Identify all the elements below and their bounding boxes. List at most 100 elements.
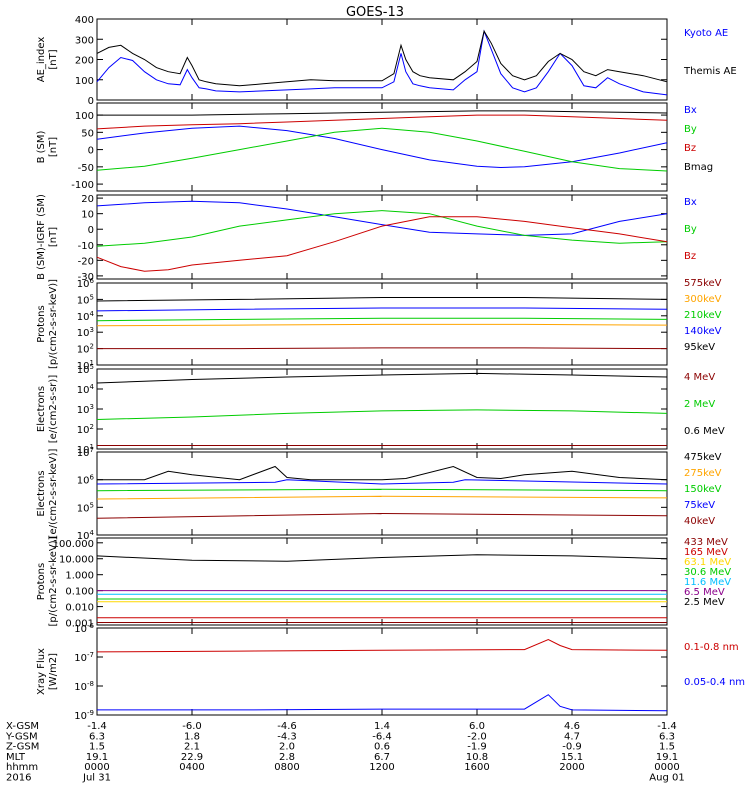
series-line-0-05-0-4-nm: [97, 694, 668, 712]
panel-7: 0.001 0.010 0.100 1.000 10.000 100.000 Protons…: [36, 536, 731, 629]
legend-entry: 475keV: [684, 452, 722, 463]
legend-entry: Kyoto AE: [684, 28, 728, 39]
y-tick-label: 0: [88, 146, 94, 157]
x-axis-value: 6.7: [374, 752, 390, 763]
legend-entry: 75keV: [684, 500, 715, 511]
y-tick-label: 106: [77, 474, 95, 487]
y-tick-label: 0.001: [65, 619, 94, 630]
y-tick-label: -50: [78, 163, 94, 174]
x-axis-value: 1.5: [89, 742, 105, 753]
legend-entry: 6.5 MeV: [684, 587, 725, 598]
legend-entry: 300keV: [684, 294, 722, 305]
series-line-by: [96, 210, 668, 247]
x-axis-value: 4.6: [564, 721, 580, 732]
series-line-kyoto-ae: [96, 29, 668, 96]
legend-entry: 150keV: [684, 484, 722, 495]
y-tick-label: 100.000: [53, 539, 94, 550]
x-axis-value: -0.9: [562, 742, 582, 753]
y-tick-label: 300: [75, 35, 94, 46]
y-tick-label: 50: [81, 128, 94, 139]
y-tick-label: 103: [77, 403, 94, 416]
y-axis-label: AE_index: [36, 37, 47, 83]
series-line-2-5-mev: [96, 554, 668, 562]
legend-entry: 0.05-0.4 nm: [684, 677, 745, 688]
series-line-95kev: [96, 297, 668, 302]
y-axis-label: Protons: [36, 305, 47, 342]
y-axis-label: B (SM): [36, 130, 47, 163]
x-axis-value: 2.8: [279, 752, 295, 763]
legend-entry: 433 MeV: [684, 537, 728, 548]
legend-entry: 4 MeV: [684, 372, 715, 383]
x-axis-row-label: 2016: [6, 773, 31, 784]
series-line-bz: [96, 114, 668, 130]
y-tick-label: 104: [77, 383, 95, 396]
x-axis-value: 0400: [179, 762, 204, 773]
x-axis-value: 6.0: [469, 721, 485, 732]
y-tick-label: 400: [75, 15, 94, 26]
x-axis-value: 22.9: [181, 752, 203, 763]
legend-entry: Bx: [684, 197, 697, 208]
figure-title: GOES-13: [346, 5, 404, 20]
legend-entry: 575keV: [684, 278, 722, 289]
legend-entry: 210keV: [684, 310, 722, 321]
y-tick-label: 0.100: [65, 587, 94, 598]
y-tick-label: 105: [77, 363, 94, 376]
x-axis-value: 0000: [654, 762, 679, 773]
x-axis-value: 4.7: [564, 731, 580, 742]
x-axis-value: Jul 31: [82, 773, 111, 784]
legend-entry: Bmag: [684, 162, 713, 173]
y-tick-label: 102: [77, 423, 94, 436]
y-tick-label: 105: [77, 501, 94, 514]
series-line-300kev: [96, 323, 668, 327]
legend-entry: 0.1-0.8 nm: [684, 642, 739, 653]
x-axis-value: -4.3: [277, 731, 297, 742]
legend-entry: 2.5 MeV: [684, 597, 725, 608]
y-axis-label: Electrons: [36, 470, 47, 516]
series-line-75kev: [96, 479, 668, 485]
y-tick-label: 0.010: [65, 603, 94, 614]
x-axis-value: -4.6: [277, 721, 297, 732]
legend-entry: By: [684, 224, 697, 235]
y-axis-label: [p/(cm2-s-sr-keV)]: [48, 536, 59, 626]
panel-frame: [96, 451, 668, 536]
panel-1: 0 100 200 300 400 AE_index [nT] Kyoto AE Themis …: [36, 15, 737, 107]
x-axis-value: -2.0: [467, 731, 487, 742]
y-tick-label: -30: [78, 272, 94, 283]
y-axis-label: [nT]: [48, 49, 59, 69]
series-line-0-1-0-8-nm: [96, 638, 668, 653]
series-line-bmag: [97, 110, 668, 116]
legend-entry: 11.6 MeV: [684, 577, 731, 588]
y-tick-label: 103: [77, 326, 94, 339]
legend-entry: 63.1 MeV: [684, 557, 731, 568]
legend-entry: 140keV: [684, 326, 722, 337]
panel-2: -100 -50 0 50 100 B (SM) [nT] Bx By Bz Bmag: [36, 102, 713, 192]
legend-entry: 2 MeV: [684, 399, 715, 410]
series-line-140kev: [96, 307, 668, 312]
y-tick-label: 10-7: [74, 651, 94, 664]
y-axis-label: Protons: [36, 563, 47, 600]
legend-entry: 30.6 MeV: [684, 567, 731, 578]
panel-frame: [96, 627, 668, 716]
panel-3: -30 -20 -10 0 10 20 B (SM)-IGRF (SM) [nT] Bx By Bz: [36, 194, 697, 283]
x-axis-value: 19.1: [86, 752, 108, 763]
series-line-bx: [96, 200, 668, 236]
y-axis-label: [nT]: [48, 137, 59, 157]
x-axis-row-label: Y-GSM: [5, 731, 38, 742]
x-axis-row-label: MLT: [6, 752, 26, 763]
x-axis-value: 2000: [559, 762, 584, 773]
x-axis-value: Aug 01: [649, 773, 684, 784]
y-tick-label: 10-6: [74, 622, 94, 635]
series-line-575kev: [97, 347, 668, 350]
y-axis-label: Electrons: [36, 386, 47, 432]
y-axis-label: [e/(cm2-s-sr)]: [48, 375, 59, 444]
series-line-2-mev: [96, 409, 668, 420]
series-line-bx: [96, 125, 668, 169]
y-tick-label: 100: [75, 111, 94, 122]
y-tick-label: 1.000: [65, 571, 94, 582]
x-axis-value: 1.8: [184, 731, 200, 742]
y-tick-label: 102: [77, 343, 94, 356]
y-tick-label: 105: [77, 293, 94, 306]
